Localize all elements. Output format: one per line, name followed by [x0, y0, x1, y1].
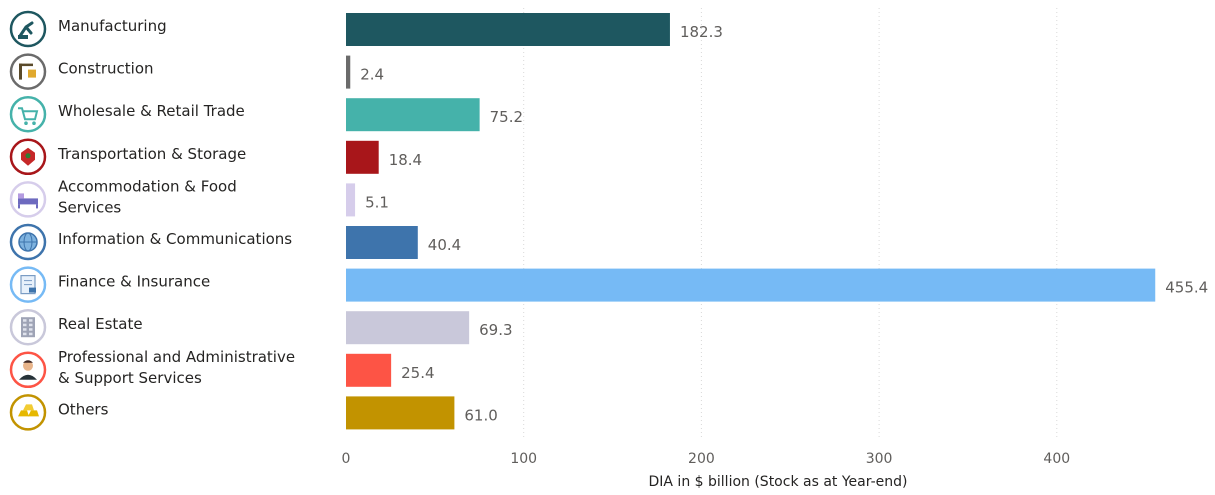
delivery-truck-icon [9, 138, 47, 176]
value-label: 18.4 [389, 151, 422, 169]
category-label: Accommodation & Food Services [58, 177, 237, 216]
value-label: 5.1 [365, 193, 389, 211]
category-label: Professional and Administrative & Support… [58, 348, 295, 387]
document-money-icon [9, 266, 47, 303]
value-label: 75.2 [490, 108, 523, 126]
bar [346, 226, 418, 259]
shopping-cart-icon [9, 95, 47, 133]
value-label: 455.4 [1165, 279, 1208, 297]
x-axis-ticks: 0 100 200 300 400 [342, 451, 1071, 467]
category-label: Others [58, 400, 109, 418]
construction-crane-icon [9, 53, 47, 90]
value-label: 25.4 [401, 364, 434, 382]
x-axis-title: DIA in $ billion (Stock as at Year-end) [649, 474, 908, 490]
value-label: 2.4 [360, 66, 384, 84]
x-tick-label: 200 [688, 451, 715, 467]
category-label: Construction [58, 60, 154, 78]
bed-icon [9, 181, 47, 218]
bar [346, 396, 455, 430]
x-tick-label: 100 [510, 451, 537, 467]
globe-network-icon [9, 223, 47, 261]
category-label: Manufacturing [58, 17, 167, 35]
building-icon [9, 308, 47, 346]
bar [346, 183, 356, 217]
category-icons [9, 10, 47, 431]
category-label: Finance & Insurance [58, 273, 210, 291]
category-labels: Manufacturing Construction Wholesale & Ret… [57, 17, 295, 418]
category-label: Real Estate [58, 315, 143, 333]
category-label: Wholesale & Retail Trade [58, 102, 245, 120]
value-label: 69.3 [479, 321, 512, 339]
value-label: 182.3 [680, 23, 723, 41]
robot-arm-icon [9, 10, 47, 48]
businessperson-icon [9, 351, 47, 389]
bar [346, 311, 470, 345]
value-labels: 182.3 2.4 75.2 18.4 5.1 40.4 455.4 69.3 25.4 61.0 [360, 23, 1208, 424]
bar [346, 353, 392, 387]
bar [346, 140, 379, 174]
bar [346, 55, 351, 89]
bar [346, 268, 1156, 302]
value-label: 61.0 [464, 406, 497, 424]
gridlines [523, 8, 1058, 440]
gold-bars-icon [9, 394, 47, 431]
category-label: Transportation & Storage [57, 145, 246, 163]
bar [346, 13, 670, 46]
x-tick-label: 400 [1043, 451, 1070, 467]
bar [346, 98, 480, 132]
x-tick-label: 0 [342, 451, 351, 467]
value-label: 40.4 [428, 236, 461, 254]
bars [346, 13, 1156, 430]
category-label: Information & Communications [58, 230, 292, 248]
x-tick-label: 300 [866, 451, 893, 467]
